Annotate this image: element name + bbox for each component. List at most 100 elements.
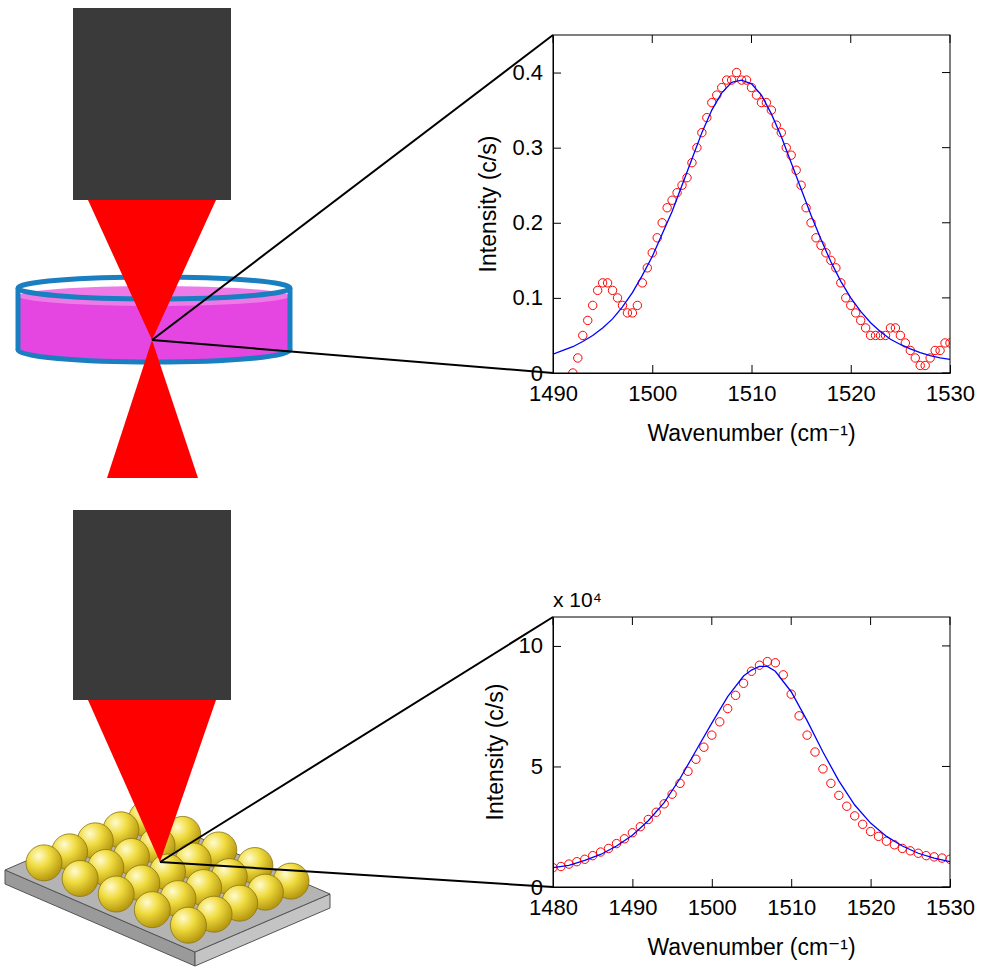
y-axis-line <box>553 36 554 374</box>
laser-beam <box>88 200 216 340</box>
chart: 1480149015001510152015300510Wavenumber (… <box>482 588 975 960</box>
nanoparticle <box>62 860 98 896</box>
x-tick-mark-top <box>950 35 951 43</box>
y-tick-mark <box>553 223 561 224</box>
y-tick-mark-right <box>942 645 950 646</box>
axis-multiplier: x 10⁴ <box>553 588 602 611</box>
x-tick-mark-top <box>850 35 851 43</box>
zoom-line <box>152 35 553 340</box>
plot-area <box>553 68 950 373</box>
x-tick-mark-top <box>711 617 712 625</box>
data-point <box>896 331 904 339</box>
nanoparticle <box>26 845 62 881</box>
y-tick-label: 10 <box>519 633 543 658</box>
data-point <box>851 812 859 820</box>
y-tick-mark-right <box>942 72 950 73</box>
x-tick-label: 1530 <box>926 381 975 406</box>
x-tick-mark <box>871 879 872 887</box>
x-tick-mark <box>950 879 951 887</box>
y-tick-mark-right <box>942 297 950 298</box>
nanoparticle <box>98 876 134 912</box>
data-point <box>819 765 827 773</box>
data-point <box>608 286 616 294</box>
y-tick-mark <box>553 148 561 149</box>
x-tick-mark <box>851 365 852 373</box>
data-point <box>936 346 944 354</box>
y-tick: 0 <box>531 875 561 900</box>
data-point <box>811 748 819 756</box>
data-point <box>589 301 597 309</box>
x-axis-title: Wavenumber (cm⁻¹) <box>647 420 855 446</box>
figure: 1490 1500 1510 1520 1530 0 0.1 0.2 0.3 0.4 Wavenum… <box>0 0 986 972</box>
data-point <box>579 331 587 339</box>
data-point <box>858 820 866 828</box>
data-point <box>946 855 950 863</box>
laser-beam <box>88 700 216 862</box>
objective-lens <box>73 8 231 200</box>
data-point <box>723 704 731 712</box>
x-tick-mark-top <box>751 35 752 43</box>
chart: 1490150015101520153000.10.20.30.4Wavenum… <box>475 35 975 446</box>
mirror-ticks <box>553 617 950 887</box>
x-tick-mark <box>791 879 792 887</box>
data-point <box>803 731 811 739</box>
y-tick-mark <box>553 766 561 767</box>
x-tick-label: 1530 <box>926 895 975 920</box>
data-point <box>613 294 621 302</box>
y-tick: 0.1 <box>512 285 561 310</box>
data-point <box>891 324 899 332</box>
data-point <box>763 657 771 665</box>
data-point <box>916 361 924 369</box>
x-tick-mark-top <box>950 617 951 625</box>
plot-area <box>553 657 950 872</box>
data-point <box>732 68 740 76</box>
data-point <box>731 691 739 699</box>
x-tick-mark-top <box>652 35 653 43</box>
data-point <box>598 279 606 287</box>
fit-line <box>553 666 950 867</box>
data-point <box>584 316 592 324</box>
y-tick-label: 0.3 <box>512 135 543 160</box>
data-point <box>716 718 724 726</box>
data-point <box>623 309 631 317</box>
x-tick-mark <box>652 365 653 373</box>
y-tick-mark <box>553 646 561 647</box>
data-point <box>931 346 939 354</box>
y-axis-title: Intensity (c/s) <box>482 684 508 821</box>
x-tick-label: 1510 <box>728 381 777 406</box>
data-point <box>874 832 882 840</box>
x-tick: 1530 <box>926 365 975 406</box>
x-tick: 1520 <box>847 879 896 920</box>
x-axis-line <box>554 887 951 888</box>
data-point <box>827 779 835 787</box>
zoom-line <box>152 340 553 373</box>
y-tick: 0.3 <box>512 135 561 160</box>
x-tick: 1530 <box>926 879 975 920</box>
x-tick-mark <box>632 879 633 887</box>
y-axis: 0 5 10 <box>519 618 561 900</box>
data-point <box>658 219 666 227</box>
x-tick: 1500 <box>628 365 677 406</box>
data-point <box>941 339 949 347</box>
data-point <box>663 204 671 212</box>
y-tick-label: 0.4 <box>512 60 543 85</box>
y-tick-mark <box>553 373 561 374</box>
data-point <box>946 339 950 347</box>
data-point <box>852 309 860 317</box>
zoom-line <box>160 862 553 887</box>
data-point <box>871 331 879 339</box>
x-tick: 1510 <box>728 365 777 406</box>
y-tick: 0.2 <box>512 210 561 235</box>
y-tick: 5 <box>531 754 561 779</box>
data-point <box>633 301 641 309</box>
fit-line <box>553 80 950 359</box>
data-point <box>708 731 716 739</box>
y-tick: 10 <box>519 633 561 658</box>
x-tick: 1490 <box>608 879 657 920</box>
y-tick: 0.4 <box>512 60 561 85</box>
x-axis-title: Wavenumber (cm⁻¹) <box>647 934 855 960</box>
data-point <box>856 316 864 324</box>
plot-frame <box>553 617 950 887</box>
x-tick-label: 1500 <box>628 381 677 406</box>
y-tick-label: 5 <box>531 754 543 779</box>
